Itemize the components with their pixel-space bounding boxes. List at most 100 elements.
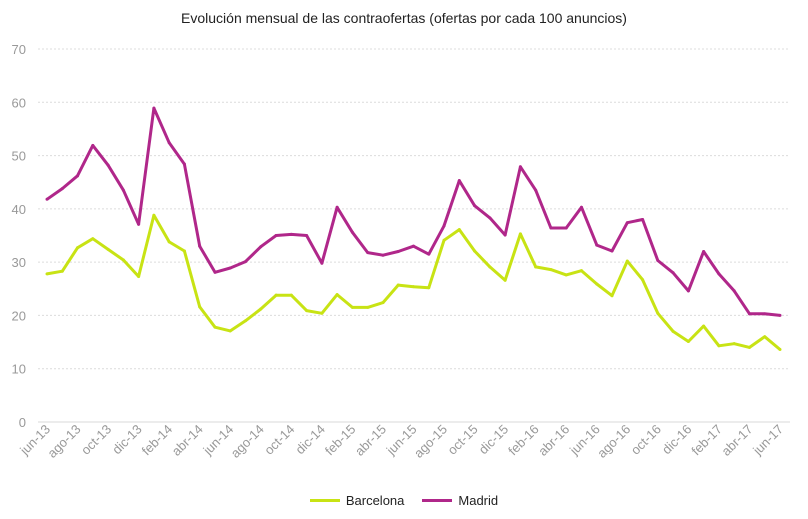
data-point-madrid: [747, 312, 751, 316]
series-line-madrid: [46, 106, 781, 317]
legend-label-madrid: Madrid: [458, 493, 499, 508]
data-point-barcelona: [259, 307, 263, 311]
x-tick-label: jun-17: [749, 422, 786, 459]
data-point-barcelona: [595, 282, 599, 286]
data-point-barcelona: [442, 238, 446, 242]
legend-item-barcelona: Barcelona: [309, 493, 405, 508]
data-point-barcelona: [610, 294, 614, 298]
chart-title: Evolución mensual de las contraofertas (…: [181, 10, 627, 26]
x-tick-label: feb-15: [322, 422, 359, 459]
data-point-madrid: [473, 204, 477, 208]
data-point-madrid: [579, 205, 583, 209]
data-point-madrid: [732, 289, 736, 293]
data-point-barcelona: [45, 272, 49, 276]
legend-swatch-barcelona: [309, 499, 340, 502]
data-point-barcelona: [152, 213, 156, 217]
data-point-madrid: [289, 232, 293, 236]
data-point-madrid: [610, 249, 614, 253]
data-point-madrid: [457, 179, 461, 183]
data-point-barcelona: [412, 285, 415, 289]
data-point-barcelona: [244, 319, 248, 323]
data-point-barcelona: [213, 325, 217, 329]
data-point-madrid: [228, 266, 232, 270]
data-point-madrid: [763, 312, 767, 316]
data-point-madrid: [534, 188, 538, 192]
data-point-madrid: [152, 106, 156, 110]
data-point-barcelona: [549, 268, 553, 272]
series-line-barcelona: [46, 213, 781, 351]
data-point-barcelona: [579, 269, 583, 273]
data-point-madrid: [686, 289, 690, 293]
y-tick-label: 70: [12, 42, 26, 57]
legend: Barcelona Madrid: [0, 493, 808, 508]
x-tick-label: dic-15: [476, 422, 512, 458]
data-point-madrid: [656, 259, 660, 263]
data-point-barcelona: [686, 340, 690, 344]
data-point-barcelona: [488, 265, 492, 269]
data-point-madrid: [91, 143, 95, 147]
y-tick-label: 30: [12, 255, 26, 270]
data-point-barcelona: [366, 305, 370, 309]
y-tick-label: 0: [19, 415, 26, 430]
data-point-barcelona: [671, 329, 675, 333]
data-point-madrid: [717, 272, 721, 276]
data-point-madrid: [396, 249, 400, 253]
x-tick-label: oct-13: [78, 422, 114, 458]
x-tick-label: abr-17: [718, 422, 755, 459]
data-point-madrid: [198, 244, 202, 248]
data-point-barcelona: [702, 324, 706, 328]
x-tick-label: feb-14: [139, 422, 176, 459]
data-point-madrid: [244, 260, 248, 264]
x-tick-label: oct-16: [628, 422, 664, 458]
data-point-madrid: [274, 234, 278, 237]
data-point-barcelona: [518, 232, 522, 236]
data-point-madrid: [549, 226, 553, 230]
data-point-barcelona: [396, 283, 400, 287]
data-point-madrid: [167, 141, 171, 145]
data-point-madrid: [60, 187, 64, 191]
x-tick-label: abr-14: [169, 422, 206, 459]
data-point-barcelona: [732, 342, 736, 346]
data-point-barcelona: [778, 348, 782, 352]
data-point-madrid: [106, 163, 110, 167]
data-point-barcelona: [350, 305, 354, 309]
data-point-madrid: [412, 244, 415, 248]
data-point-barcelona: [60, 269, 64, 273]
data-point-barcelona: [305, 309, 309, 313]
data-point-barcelona: [76, 246, 80, 250]
data-point-madrid: [641, 218, 645, 222]
x-tick-label: feb-17: [688, 422, 725, 459]
data-point-madrid: [121, 188, 125, 192]
data-point-madrid: [213, 270, 217, 274]
data-point-madrid: [625, 221, 629, 225]
data-point-barcelona: [457, 228, 461, 232]
x-tick-label: dic-14: [292, 422, 328, 458]
x-tick-label: dic-16: [659, 422, 695, 458]
x-tick-label: oct-15: [445, 422, 481, 458]
data-point-barcelona: [564, 273, 568, 277]
data-point-madrid: [137, 222, 141, 226]
x-tick-label: ago-13: [44, 422, 83, 461]
data-point-barcelona: [427, 286, 431, 290]
data-point-barcelona: [763, 335, 767, 339]
data-point-madrid: [335, 205, 339, 209]
x-tick-label: abr-15: [352, 422, 389, 459]
data-point-barcelona: [473, 249, 477, 253]
data-point-madrid: [564, 226, 568, 230]
data-point-madrid: [366, 251, 370, 255]
data-point-barcelona: [91, 237, 95, 241]
x-tick-label: ago-16: [594, 422, 633, 461]
x-tick-label: dic-13: [109, 422, 145, 458]
data-point-madrid: [518, 165, 522, 169]
data-point-barcelona: [289, 293, 293, 297]
data-point-madrid: [595, 243, 599, 247]
data-point-madrid: [320, 261, 324, 265]
legend-label-barcelona: Barcelona: [345, 493, 405, 508]
data-point-barcelona: [335, 293, 339, 297]
data-point-madrid: [778, 313, 782, 317]
y-tick-label: 50: [12, 149, 26, 164]
data-point-madrid: [259, 245, 263, 249]
data-point-barcelona: [228, 329, 232, 333]
